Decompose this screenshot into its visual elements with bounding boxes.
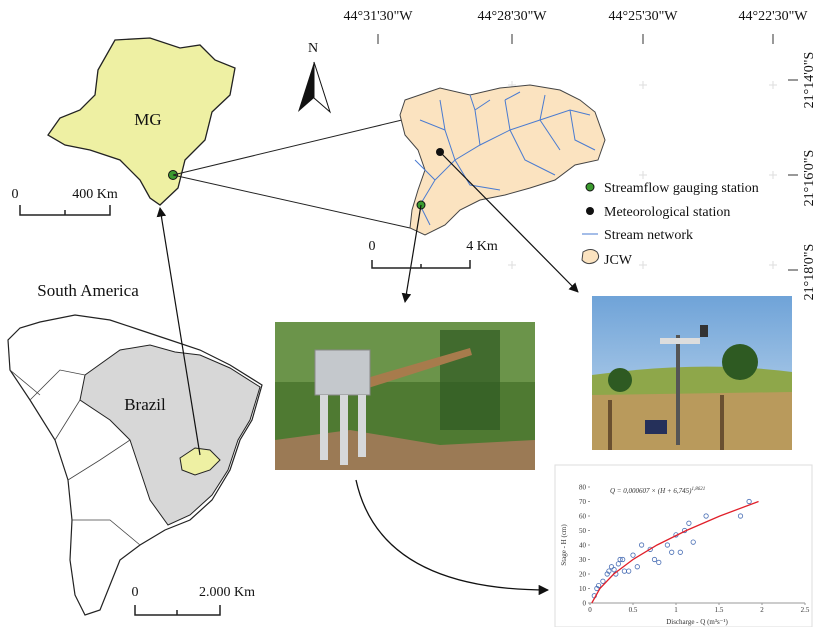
legend-symbol: [585, 182, 595, 192]
y-tick-label: 60: [579, 513, 587, 521]
mg-state: [47, 37, 236, 206]
graticule-ticks: [377, 34, 798, 271]
legend-label: JCW: [604, 253, 633, 268]
rating-curve-chart: Q = 0,000607 × (H + 6,745)1,8621 Stage -…: [560, 484, 810, 627]
y-tick-label: 40: [579, 542, 587, 550]
equation: Q = 0,000607 × (H + 6,745)1,8621: [610, 487, 705, 495]
x-axis-title: Discharge - Q (m³s⁻¹): [666, 618, 728, 626]
north-label: N: [308, 41, 318, 56]
x-tick-label: 2.5: [801, 606, 810, 614]
y-tick-label: 80: [579, 484, 587, 492]
scale-bar: [134, 605, 221, 616]
data-point: [600, 578, 606, 584]
mg-label: MG: [134, 110, 161, 129]
legend-label: Streamflow gauging station: [604, 181, 759, 196]
y-axis-title: Stage - H (cm): [560, 524, 568, 566]
scale-bar: [19, 205, 111, 216]
connector-line: [172, 174, 411, 229]
y-tick-label: 30: [579, 556, 587, 564]
data-point: [634, 564, 640, 570]
data-point: [630, 552, 636, 558]
gauging-station-photo: [275, 322, 535, 470]
scale-label: 2.000 Km: [199, 585, 255, 600]
watershed: [399, 84, 606, 236]
latitude-label: 21°16'0"S: [802, 150, 817, 207]
data-point: [608, 564, 615, 570]
scale-label: 0: [369, 239, 376, 254]
x-tick-label: 1.5: [715, 606, 724, 614]
data-point: [595, 582, 602, 589]
continent-title: South America: [37, 281, 139, 300]
stream-network: [414, 91, 596, 226]
scale-label: 4 Km: [466, 239, 498, 254]
arrow: [401, 204, 422, 303]
scale-label: 0: [132, 585, 139, 600]
legend-label: Meteorological station: [604, 205, 730, 220]
latitude-label: 21°14'0"S: [802, 52, 817, 109]
data-point: [647, 546, 653, 552]
legend-symbol: [581, 249, 600, 265]
data-point: [638, 542, 645, 548]
x-tick-label: 1: [674, 606, 678, 614]
y-tick-label: 0: [583, 600, 587, 608]
arrow: [355, 479, 550, 596]
latitude-labels: 21°14'0"S 21°16'0"S 21°18'0"S: [802, 52, 817, 301]
data-point: [615, 561, 621, 567]
north-arrow-left: [298, 62, 314, 112]
y-tick-label: 20: [579, 571, 587, 579]
scale-bar: [371, 260, 471, 269]
data-point: [703, 513, 709, 519]
equation-exponent: 1,8621: [691, 487, 705, 492]
data-point: [611, 567, 617, 573]
x-tick-label: 0.5: [629, 606, 638, 614]
legend-symbol: [586, 207, 594, 215]
data-point: [664, 542, 671, 548]
equation-text: Q = 0,000607 × (H + 6,745): [610, 487, 692, 495]
latitude-label: 21°18'0"S: [802, 244, 817, 301]
arrow: [439, 151, 579, 293]
data-point: [651, 556, 658, 563]
longitude-label: 44°25'30"W: [608, 9, 678, 24]
legend-label: Stream network: [604, 228, 693, 243]
meteorological-station-photo: [592, 296, 792, 450]
longitude-label: 44°28'30"W: [477, 9, 547, 24]
y-tick-label: 10: [579, 585, 587, 593]
x-tick-label: 2: [760, 606, 764, 614]
y-tick-label: 70: [579, 498, 587, 506]
longitude-labels: 44°31'30"W 44°28'30"W 44°25'30"W 44°22'3…: [343, 9, 808, 24]
data-point: [746, 498, 752, 505]
country-borders: [9, 369, 141, 546]
data-point: [677, 549, 683, 555]
scale-label: 400 Km: [72, 187, 118, 202]
chart-frame: [554, 464, 813, 627]
data-point: [690, 539, 696, 545]
data-point: [626, 568, 632, 574]
scale-label: 0: [12, 187, 19, 202]
data-point: [656, 559, 662, 566]
north-arrow-right: [313, 61, 332, 114]
y-tick-label: 50: [579, 527, 587, 535]
longitude-label: 44°31'30"W: [343, 9, 413, 24]
data-point: [686, 520, 692, 526]
longitude-label: 44°22'30"W: [738, 9, 808, 24]
data-point: [737, 513, 744, 519]
brazil-label: Brazil: [124, 395, 166, 414]
data-point: [620, 556, 626, 563]
legend: Streamflow gauging station Meteorologica…: [581, 181, 759, 268]
data-point: [669, 549, 675, 555]
arrow: [156, 207, 201, 456]
connector-line: [172, 119, 403, 176]
fit-curve: [591, 500, 759, 604]
mg-inset: [179, 447, 221, 476]
data-point: [617, 556, 623, 563]
x-tick-label: 0: [588, 606, 592, 614]
data-point: [606, 568, 612, 574]
